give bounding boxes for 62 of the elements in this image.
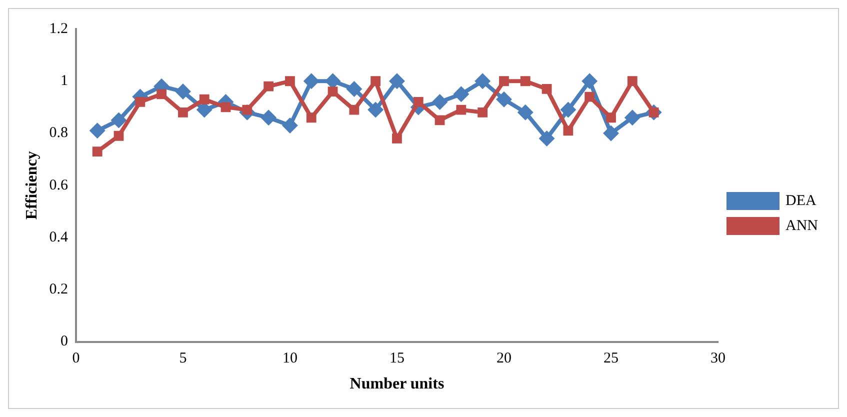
point bbox=[388, 73, 405, 90]
point bbox=[349, 104, 360, 115]
y-tick-label: 0.8 bbox=[49, 125, 68, 142]
point bbox=[135, 97, 146, 107]
point bbox=[220, 102, 231, 112]
point bbox=[474, 73, 491, 90]
y-tick-label: 1.2 bbox=[49, 20, 68, 37]
point bbox=[478, 107, 488, 118]
point bbox=[496, 91, 512, 108]
point bbox=[114, 130, 124, 141]
x-tick-label: 25 bbox=[603, 350, 618, 367]
point bbox=[538, 130, 555, 146]
point bbox=[413, 97, 424, 107]
x-tick-label: 20 bbox=[496, 350, 512, 367]
point bbox=[178, 107, 188, 118]
point bbox=[627, 76, 638, 86]
x-tick-label: 10 bbox=[282, 350, 298, 367]
point bbox=[174, 84, 191, 100]
point bbox=[264, 81, 274, 92]
y-tick-label: 0 bbox=[60, 334, 68, 350]
point bbox=[306, 112, 316, 123]
point bbox=[392, 134, 402, 144]
y-axis-title: Efficiency bbox=[24, 151, 41, 220]
point bbox=[602, 125, 619, 142]
legend-label: ANN bbox=[786, 218, 818, 234]
point bbox=[260, 110, 277, 126]
x-tick-label: 30 bbox=[710, 350, 726, 367]
point bbox=[453, 86, 470, 102]
y-tick-label: 0.4 bbox=[49, 229, 68, 246]
legend-label: DEA bbox=[786, 192, 816, 209]
point bbox=[517, 104, 534, 120]
point bbox=[156, 89, 167, 100]
point bbox=[456, 104, 466, 115]
point bbox=[563, 126, 574, 136]
x-axis-title: Number units bbox=[350, 376, 444, 393]
x-tick-label: 5 bbox=[179, 350, 187, 367]
point bbox=[520, 76, 530, 86]
point bbox=[606, 112, 616, 123]
y-tick-label: 0.2 bbox=[49, 282, 68, 298]
point bbox=[434, 115, 445, 126]
point bbox=[199, 94, 210, 104]
point bbox=[370, 76, 381, 86]
point bbox=[328, 86, 338, 97]
point bbox=[92, 146, 102, 156]
point bbox=[624, 110, 640, 126]
y-tick-label: 0.6 bbox=[49, 177, 68, 194]
point bbox=[89, 122, 106, 139]
y-tick-label: 1 bbox=[60, 73, 68, 90]
point bbox=[542, 84, 552, 94]
point bbox=[368, 102, 384, 118]
point bbox=[582, 73, 598, 90]
point bbox=[346, 80, 362, 97]
x-tick-label: 15 bbox=[389, 350, 404, 367]
point bbox=[282, 117, 298, 134]
point bbox=[584, 92, 595, 102]
point bbox=[303, 73, 320, 90]
x-tick-label: 0 bbox=[72, 350, 80, 367]
point bbox=[499, 76, 509, 86]
point bbox=[432, 94, 448, 110]
point bbox=[560, 102, 576, 118]
point bbox=[285, 76, 295, 86]
point bbox=[110, 112, 127, 128]
